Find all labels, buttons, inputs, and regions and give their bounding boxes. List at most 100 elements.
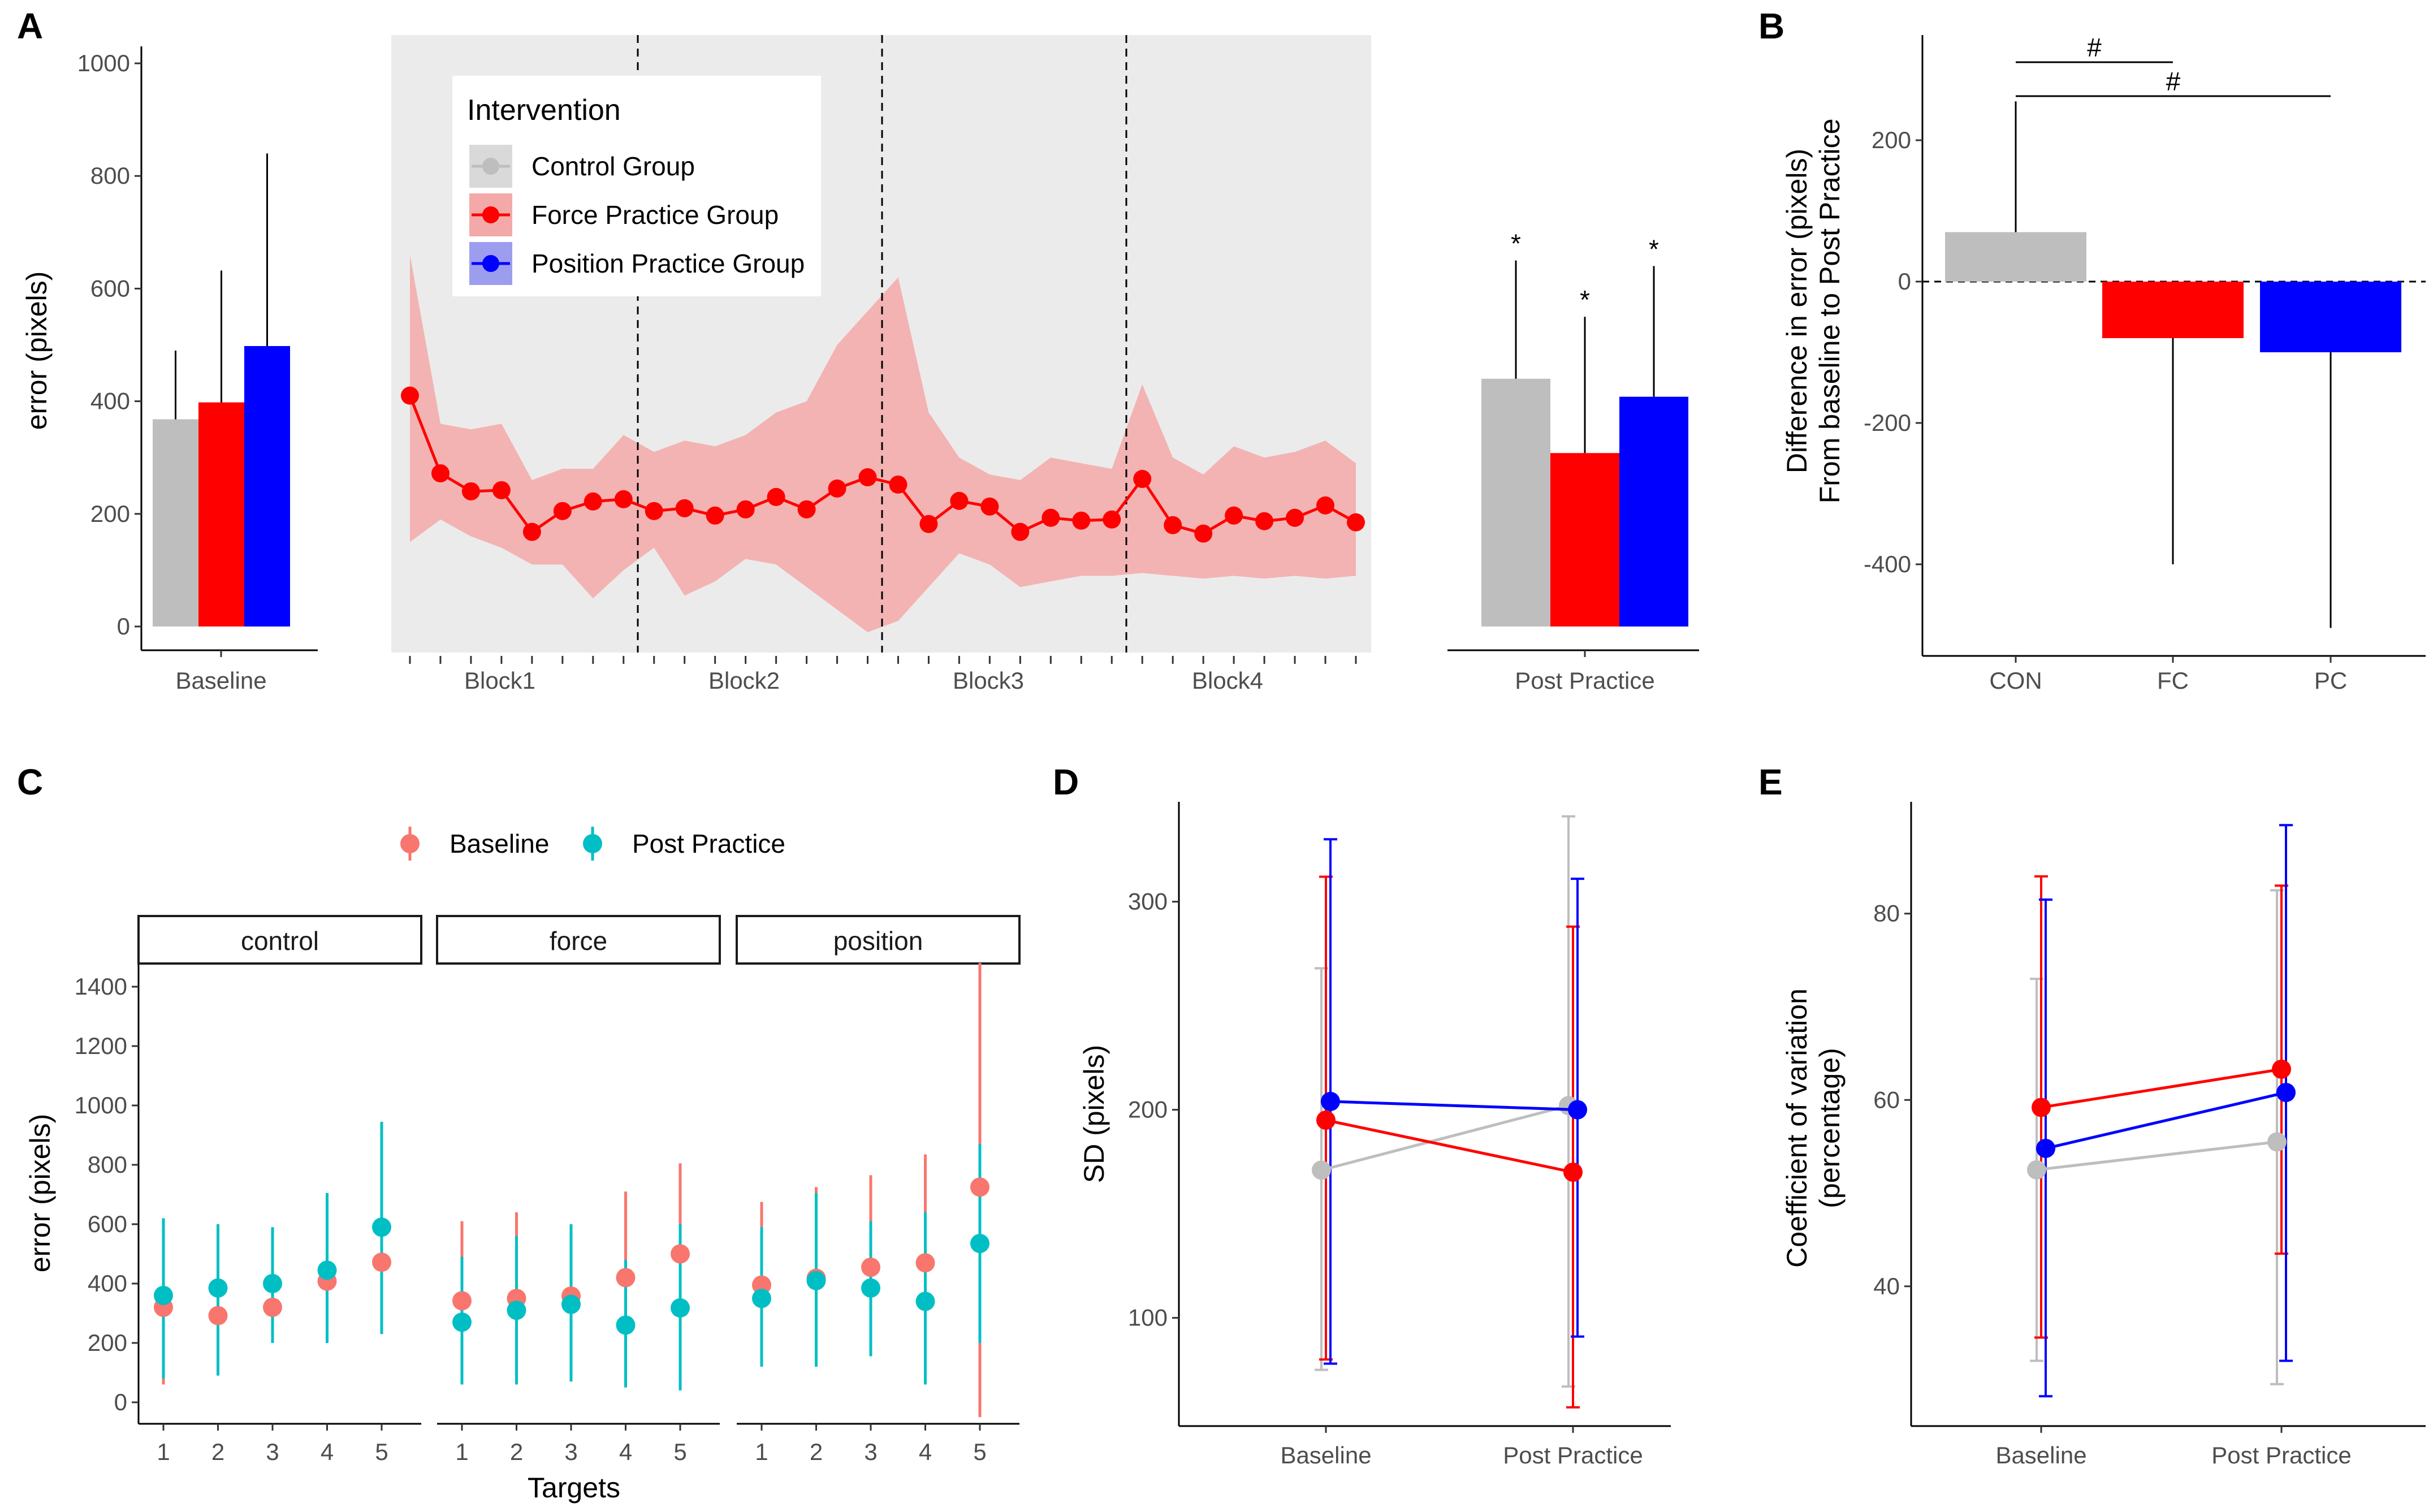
panel-c-x-tick-label: 1 xyxy=(755,1438,768,1465)
panel-d-series-point xyxy=(1563,1163,1583,1182)
panel-c-legend-entry: Post Practice xyxy=(632,829,785,858)
panel-c-x-tick-label: 5 xyxy=(973,1438,986,1465)
panel-c-x-tick-label: 3 xyxy=(564,1438,577,1465)
panel-c-post-point xyxy=(452,1312,472,1332)
panel-e-series-point xyxy=(2272,1059,2291,1079)
panel-c-x-tick-label: 3 xyxy=(266,1438,279,1465)
panel-a-practice-point xyxy=(675,499,694,517)
panel-label-b: B xyxy=(1758,6,1784,46)
panel-c-y-tick-label: 400 xyxy=(88,1270,127,1297)
panel-e-y-axis-label: Coefficient of variation xyxy=(1781,988,1813,1268)
panel-b-y-axis-label-line2: From baseline to Post Practice xyxy=(1814,119,1846,504)
panel-c-post-point xyxy=(752,1289,771,1308)
panel-a-significance-star: * xyxy=(1580,285,1590,314)
panel-a-practice-point xyxy=(828,479,846,498)
panel-c-post-point xyxy=(561,1294,581,1314)
panel-c-x-tick-label: 4 xyxy=(321,1438,334,1465)
panel-a-post-bar xyxy=(1619,396,1688,627)
panel-e-y-tick-label: 60 xyxy=(1873,1086,1900,1113)
panel-d-series-point xyxy=(1316,1111,1336,1130)
panel-c-facet-strip xyxy=(436,915,721,965)
panel-a-practice-point xyxy=(1347,513,1365,532)
panel-a-practice-point xyxy=(1103,510,1121,529)
panel-a-practice-point xyxy=(1255,512,1274,530)
panel-b-y-tick-label: -200 xyxy=(1864,409,1911,436)
panel-label-a: A xyxy=(17,6,43,46)
panel-c-plot: 0 200 400 600 800 1000 1200 1400 Baseline Post Pr… xyxy=(75,827,1021,1465)
panel-c-post-point xyxy=(671,1298,690,1318)
panel-d-y-tick-label: 100 xyxy=(1128,1304,1168,1331)
panel-c-post-point xyxy=(208,1278,228,1298)
panel-d-series-point xyxy=(1312,1160,1331,1180)
panel-a-legend-entry: Force Practice Group xyxy=(531,200,779,230)
panel-a-practice-point xyxy=(950,491,969,510)
panel-b-plot: -400 -200 0 200 CON FC PC # # xyxy=(1864,33,2426,694)
panel-c-facet-strip xyxy=(137,915,422,965)
panel-c-x-tick-label: 3 xyxy=(864,1438,877,1465)
panel-b-bar xyxy=(2260,282,2401,352)
panel-e-y-tick-label: 40 xyxy=(1873,1273,1900,1299)
panel-c-legend-key-point xyxy=(400,834,420,853)
panel-c-x-tick-label: 2 xyxy=(510,1438,523,1465)
panel-a-x-tick-label: Post Practice xyxy=(1515,667,1654,694)
panel-b-y-tick-label: -400 xyxy=(1864,551,1911,577)
panel-a-y-axis-label: error (pixels) xyxy=(21,271,53,430)
panel-a-practice-point xyxy=(1072,511,1091,530)
panel-d-plot: 100 200 300 Baseline Post Practice xyxy=(1128,802,1671,1468)
panel-a-baseline-bar xyxy=(244,345,290,627)
panel-c-baseline-point xyxy=(616,1268,636,1288)
panel-a-practice-point xyxy=(797,500,816,519)
panel-a-block-label: Block1 xyxy=(464,667,535,694)
panel-a-y-tick-label: 400 xyxy=(90,388,130,414)
panel-a-practice-point xyxy=(1164,516,1182,534)
panel-c-post-point xyxy=(970,1234,989,1254)
panel-c-post-point xyxy=(507,1301,526,1320)
panel-a-practice-point xyxy=(645,502,663,520)
panel-d-series-point xyxy=(1321,1091,1340,1111)
panel-e-series-point xyxy=(2032,1098,2051,1117)
panel-c: C error (pixels) Targets 0 200 400 600 800 10… xyxy=(17,762,1021,1504)
panel-c-post-point xyxy=(915,1291,935,1311)
panel-a-y-tick-label: 200 xyxy=(90,500,130,527)
panel-label-e: E xyxy=(1758,762,1783,802)
panel-a-practice-point xyxy=(706,506,724,525)
panel-d-x-tick-label: Post Practice xyxy=(1503,1442,1643,1468)
panel-a-post-bar xyxy=(1481,378,1550,627)
panel-c-post-point xyxy=(616,1315,636,1335)
panel-b-significance-mark: # xyxy=(2087,33,2102,62)
panel-a-practice-point xyxy=(584,492,602,511)
panel-e: E Coefficient of variation (percentage) … xyxy=(1758,762,2426,1468)
panel-d-y-axis-label: SD (pixels) xyxy=(1078,1045,1110,1183)
panel-c-baseline-point xyxy=(861,1258,880,1277)
panel-a-practice-point xyxy=(736,500,755,519)
panel-label-d: D xyxy=(1053,762,1079,802)
panel-c-post-point xyxy=(154,1286,173,1305)
panel-a-legend-entry: Position Practice Group xyxy=(531,249,805,278)
panel-c-y-tick-label: 1000 xyxy=(75,1092,127,1118)
panel-c-facet-strip xyxy=(736,915,1021,965)
panel-b-significance-mark: # xyxy=(2166,67,2181,96)
panel-a-block-label: Block2 xyxy=(708,667,780,694)
panel-a-practice-point xyxy=(614,490,633,508)
panel-c-baseline-point xyxy=(970,1177,989,1197)
panel-a-legend-key-point xyxy=(482,206,499,223)
panel-c-baseline-point xyxy=(752,1275,771,1295)
panel-a-baseline-bar xyxy=(198,402,244,627)
panel-c-y-tick-label: 600 xyxy=(88,1211,127,1237)
panel-c-y-tick-label: 1200 xyxy=(75,1033,127,1059)
panel-c-post-point xyxy=(806,1271,826,1290)
panel-e-series-line xyxy=(2036,1140,2278,1172)
panel-c-legend-entry: Baseline xyxy=(450,829,549,858)
panel-e-series-point xyxy=(2267,1132,2287,1152)
panel-c-y-tick-label: 800 xyxy=(88,1151,127,1178)
panel-d-series-point xyxy=(1568,1100,1587,1120)
panel-c-baseline-point xyxy=(915,1253,935,1273)
panel-c-post-point xyxy=(317,1260,337,1280)
panel-a-x-tick-label: Baseline xyxy=(175,667,266,694)
panel-a: A error (pixels) 0 200 400 600 800 1000 Baseli… xyxy=(17,6,1699,694)
panel-a-legend-box xyxy=(452,76,821,296)
panel-a-practice-point xyxy=(889,476,907,494)
panel-d-y-tick-label: 300 xyxy=(1128,888,1168,915)
panel-e-plot: 40 60 80 Baseline Post Practice xyxy=(1873,802,2426,1468)
panel-a-baseline-bar xyxy=(153,419,198,627)
